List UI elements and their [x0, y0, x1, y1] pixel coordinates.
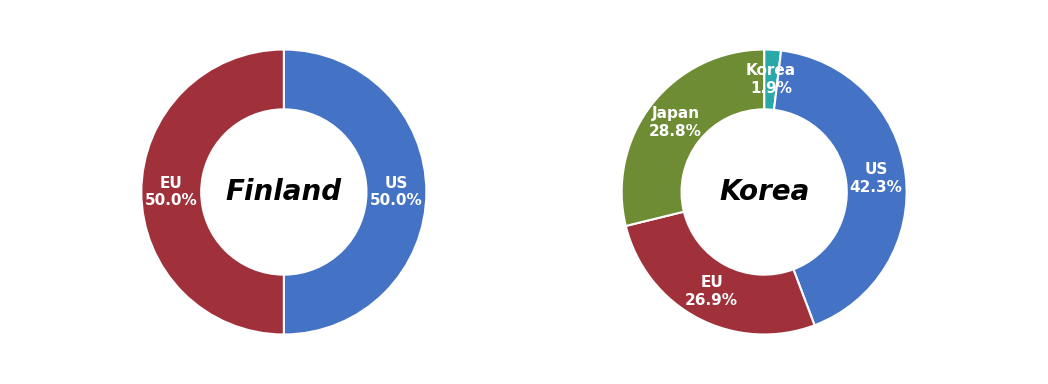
Text: Korea
1.9%: Korea 1.9%: [746, 63, 795, 96]
Text: EU
26.9%: EU 26.9%: [685, 275, 738, 308]
Text: Korea: Korea: [719, 178, 809, 206]
Text: Japan
28.8%: Japan 28.8%: [649, 106, 702, 139]
Text: Finland: Finland: [225, 178, 342, 206]
Wedge shape: [284, 50, 427, 334]
Text: EU
50.0%: EU 50.0%: [145, 176, 198, 208]
Text: US
50.0%: US 50.0%: [370, 176, 422, 208]
Wedge shape: [764, 50, 781, 110]
Text: US
42.3%: US 42.3%: [850, 162, 902, 195]
Wedge shape: [141, 50, 284, 334]
Wedge shape: [621, 50, 764, 226]
Wedge shape: [774, 51, 907, 325]
Wedge shape: [626, 212, 814, 334]
